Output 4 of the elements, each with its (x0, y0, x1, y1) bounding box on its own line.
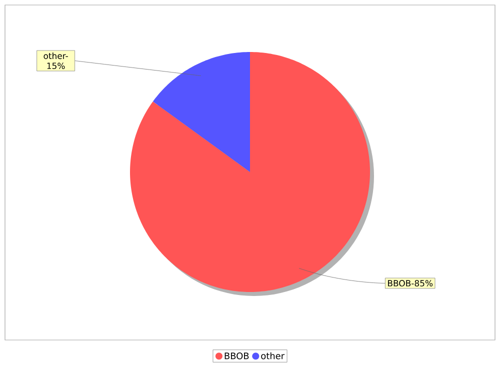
data-label: BBOB-85% (388, 280, 433, 286)
legend-label: BBOB (224, 352, 249, 360)
data-label: other-15% (44, 52, 68, 70)
legend-label: other (261, 352, 285, 360)
